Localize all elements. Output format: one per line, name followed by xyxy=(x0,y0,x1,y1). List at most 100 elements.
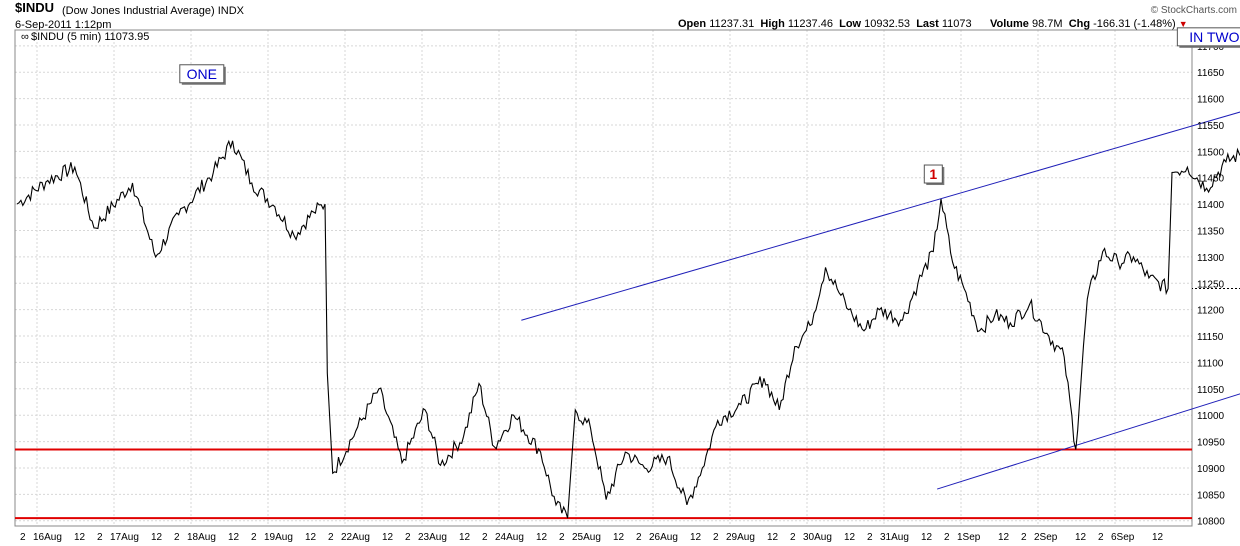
y-tick-label: 11600 xyxy=(1197,95,1225,106)
last-label: Last xyxy=(916,18,939,30)
annotation-box xyxy=(179,64,225,84)
x-day-label: 23Aug xyxy=(418,532,447,543)
annotation-box xyxy=(1176,27,1240,47)
chart-date: 6-Sep-2011 1:12pm xyxy=(15,19,112,31)
stockcharts-credit: © StockCharts.com xyxy=(1150,5,1237,16)
y-axis: 10800 10850 10900 10950 11000 11050 11100 11150… xyxy=(1197,42,1225,528)
x-day-label: 17Aug xyxy=(110,532,139,543)
x-day-label: 29Aug xyxy=(726,532,755,543)
x-hour-label: 2 xyxy=(251,532,257,543)
y-tick-label: 11050 xyxy=(1197,385,1225,396)
x-day-label: 24Aug xyxy=(495,532,524,543)
x-day-label: 16Aug xyxy=(33,532,62,543)
x-day-label: 1Sep xyxy=(957,532,981,543)
index-full-name: (Dow Jones Industrial Average) xyxy=(62,5,215,17)
x-hour-label: 2 xyxy=(636,532,642,543)
x-hour-label: 2 xyxy=(1098,532,1104,543)
x-noon-label: 12 xyxy=(228,532,240,543)
x-hour-label: 2 xyxy=(559,532,565,543)
y-tick-label: 11300 xyxy=(1197,253,1225,264)
price-line xyxy=(16,139,1240,519)
x-noon-label: 12 xyxy=(921,532,933,543)
x-hour-label: 2 xyxy=(174,532,180,543)
legend-series-icon: ∞ xyxy=(21,31,29,43)
x-noon-label: 12 xyxy=(1152,532,1164,543)
annotation-in-two: IN TWO xyxy=(1189,29,1239,45)
annotation-one: ONE xyxy=(187,66,217,82)
x-noon-label: 12 xyxy=(844,532,856,543)
y-tick-label: 11000 xyxy=(1197,411,1225,422)
x-day-label: 2Sep xyxy=(1034,532,1058,543)
y-tick-label: 11250 xyxy=(1197,279,1225,290)
volume-label: Volume xyxy=(990,18,1029,30)
y-tick-label: 11450 xyxy=(1197,174,1225,185)
dropdown-arrow-icon[interactable]: ▼ xyxy=(1178,19,1188,29)
grid-lines xyxy=(15,30,1192,526)
x-noon-label: 12 xyxy=(613,532,625,543)
plot-frame xyxy=(14,29,1193,527)
annotation-box xyxy=(923,164,943,184)
x-noon-label: 12 xyxy=(1075,532,1087,543)
low-value: 10932.53 xyxy=(864,18,911,30)
x-noon-label: 12 xyxy=(151,532,163,543)
chg-value: -166.31 (-1.48%) xyxy=(1093,18,1176,30)
trend-channel xyxy=(521,111,1240,490)
y-tick-label: 11500 xyxy=(1197,147,1225,158)
x-hour-label: 2 xyxy=(944,532,950,543)
ticker-symbol: $INDU xyxy=(15,0,55,15)
y-tick-label: 10900 xyxy=(1197,464,1225,475)
open-value: 11237.31 xyxy=(709,18,755,30)
y-tick-label: 11650 xyxy=(1197,68,1225,79)
x-axis: 2 16Aug 12 2 17Aug 12 2 18Aug 12 2 19Aug 12 2 22Aug 12… xyxy=(20,532,1164,543)
x-noon-label: 12 xyxy=(536,532,548,543)
x-day-label: 19Aug xyxy=(264,532,293,543)
x-hour-label: 2 xyxy=(713,532,719,543)
x-hour-label: 2 xyxy=(20,532,26,543)
channel-lower-line xyxy=(937,393,1240,490)
x-noon-label: 12 xyxy=(305,532,317,543)
x-day-label: 25Aug xyxy=(572,532,601,543)
y-tick-label: 10850 xyxy=(1197,490,1225,501)
volume-value: 98.7M xyxy=(1031,18,1063,30)
x-day-label: 22Aug xyxy=(341,532,370,543)
x-hour-label: 2 xyxy=(867,532,873,543)
y-tick-label: 11350 xyxy=(1197,227,1225,238)
exchange-code: INDX xyxy=(217,5,244,17)
x-hour-label: 2 xyxy=(97,532,103,543)
y-tick-label: 11150 xyxy=(1197,332,1224,343)
x-hour-label: 2 xyxy=(1021,532,1027,543)
x-hour-label: 2 xyxy=(405,532,411,543)
x-noon-label: 12 xyxy=(74,532,86,543)
last-value: 11073 xyxy=(941,18,972,30)
y-tick-label: 11400 xyxy=(1197,200,1225,211)
y-tick-label: 10800 xyxy=(1197,517,1225,528)
x-hour-label: 2 xyxy=(328,532,334,543)
x-day-label: 6Sep xyxy=(1111,532,1135,543)
x-noon-label: 12 xyxy=(459,532,471,543)
x-noon-label: 12 xyxy=(998,532,1010,543)
y-tick-label: 11100 xyxy=(1197,358,1224,369)
channel-upper-line xyxy=(521,111,1240,321)
price-series xyxy=(16,139,1240,519)
x-day-label: 18Aug xyxy=(187,532,216,543)
y-tick-label: 11550 xyxy=(1197,121,1225,132)
index-name: (Dow Jones Industrial Average) INDX xyxy=(62,5,244,17)
y-tick-label: 11200 xyxy=(1197,306,1225,317)
chart-legend: ∞ $INDU (5 min) 11073.95 xyxy=(21,31,149,43)
x-day-label: 31Aug xyxy=(880,532,909,543)
chg-label: Chg xyxy=(1068,18,1091,30)
x-noon-label: 12 xyxy=(690,532,702,543)
legend-series-label: $INDU (5 min) 11073.95 xyxy=(31,31,149,43)
high-value: 11237.46 xyxy=(787,18,833,30)
annotation-1: 1 xyxy=(929,166,937,182)
low-label: Low xyxy=(839,18,862,30)
x-day-label: 30Aug xyxy=(803,532,832,543)
ohlc-readout: Open 11237.31 High 11237.46 Low 10932.53… xyxy=(678,18,1188,30)
x-noon-label: 12 xyxy=(382,532,394,543)
x-hour-label: 2 xyxy=(482,532,488,543)
x-day-label: 26Aug xyxy=(649,532,678,543)
x-noon-label: 12 xyxy=(767,532,779,543)
high-label: High xyxy=(760,18,785,30)
